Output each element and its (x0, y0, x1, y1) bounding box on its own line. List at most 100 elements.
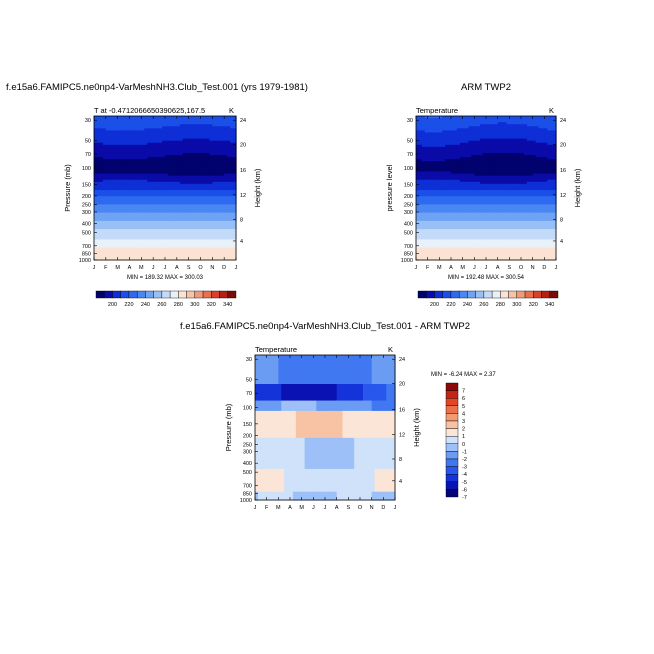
y-right-tick-label: 8 (240, 217, 243, 223)
y-tick-label: 30 (85, 118, 91, 124)
x-tick-label: A (128, 265, 132, 271)
colorbar-label: 300 (190, 302, 199, 308)
colorbar-label: -2 (462, 457, 467, 463)
colorbar-label: -3 (462, 465, 467, 471)
y-axis-label-right: Height (km) (573, 168, 582, 207)
x-tick-label: J (312, 505, 315, 511)
x-tick-label: J (394, 505, 397, 511)
colorbar-label: 0 (462, 442, 465, 448)
colorbar-label: -4 (462, 472, 467, 478)
y-right-tick-label: 20 (240, 142, 246, 148)
colorbar-swatch (445, 398, 459, 407)
y-right-tick-label: 16 (560, 168, 566, 174)
y-tick-label: 30 (407, 118, 413, 124)
y-tick-label: 850 (404, 252, 413, 258)
colorbar-swatch (445, 489, 459, 498)
y-tick-label: 700 (82, 244, 91, 250)
colorbar-swatch (549, 290, 559, 299)
y-right-tick-label: 24 (240, 118, 246, 124)
minmax-text: MIN = -6.24 MAX = 2.37 (431, 372, 496, 378)
y-tick-label: 100 (243, 406, 252, 412)
colorbar-swatch (145, 290, 154, 299)
y-axis-label-right: Height (km) (412, 408, 421, 447)
y-right-tick-label: 8 (560, 217, 563, 223)
colorbar-swatch (445, 474, 459, 483)
y-tick-label: 50 (246, 378, 252, 384)
x-tick-label: J (415, 265, 418, 271)
y-right-tick-label: 12 (560, 193, 566, 199)
minmax-text: MIN = 192.48 MAX = 300.54 (448, 275, 525, 281)
y-tick-label: 250 (243, 442, 252, 448)
colorbar-swatch (219, 290, 228, 299)
colorbar-label: 2 (462, 427, 465, 433)
x-tick-label: A (175, 265, 179, 271)
x-tick-label: O (519, 265, 524, 271)
colorbar-label: 340 (545, 302, 554, 308)
colorbar-swatch (491, 290, 501, 299)
panel-title: f.e15a6.FAMIPC5.ne0np4-VarMeshNH3.Club_T… (180, 321, 470, 332)
colorbar-label: 1 (462, 434, 465, 440)
colorbar-swatch (541, 290, 550, 299)
x-tick-label: J (93, 265, 96, 271)
y-right-tick-label: 4 (399, 479, 402, 485)
x-tick-label: M (437, 265, 442, 271)
y-right-tick-label: 12 (399, 432, 405, 438)
colorbar-label: 200 (430, 302, 439, 308)
x-tick-label: J (152, 265, 155, 271)
colorbar-swatch (445, 420, 459, 429)
colorbar: 200 220 240 260 280 300 320 340 (417, 290, 559, 308)
colorbar-swatch (161, 290, 171, 299)
y-tick-label: 500 (243, 470, 252, 476)
panel-2: ARM TWP2 Temperature K J F M A M J J A S O N D J 30 50 70 1… (385, 82, 582, 308)
panel-title: ARM TWP2 (461, 82, 511, 93)
colorbar-swatch (445, 458, 459, 467)
panel-units: K (549, 106, 554, 115)
colorbar-swatch (169, 290, 179, 299)
y-tick-label: 300 (404, 210, 413, 216)
colorbar-swatch (128, 290, 138, 299)
x-tick-label: J (164, 265, 167, 271)
x-tick-label: D (542, 265, 546, 271)
colorbar-label: -1 (462, 449, 467, 455)
y-tick-label: 100 (82, 166, 91, 172)
y-tick-label: 200 (82, 194, 91, 200)
y-tick-label: 150 (82, 182, 91, 188)
contour-field (255, 355, 396, 501)
colorbar-swatch (445, 405, 459, 414)
x-tick-label: N (210, 265, 214, 271)
colorbar-swatch (120, 290, 130, 299)
colorbar-label: 220 (446, 302, 455, 308)
contour-field (94, 116, 237, 261)
colorbar-swatch (426, 290, 435, 299)
colorbar-label: 300 (512, 302, 521, 308)
y-tick-label: 200 (243, 433, 252, 439)
x-tick-label: J (324, 505, 327, 511)
y-tick-label: 50 (407, 139, 413, 145)
colorbar-swatch (178, 290, 187, 299)
colorbar-swatch (445, 481, 459, 490)
colorbar-label: 7 (462, 389, 465, 395)
x-tick-label: A (335, 505, 339, 511)
x-tick-label: O (198, 265, 203, 271)
y-right-tick-label: 20 (560, 142, 566, 148)
panel-subtitle: T at -0.4712066650390625,167.5 (94, 106, 205, 115)
x-tick-label: J (235, 265, 238, 271)
y-axis-label: Pressure (mb) (224, 403, 233, 451)
colorbar-label: 4 (462, 411, 465, 417)
y-right-tick-label: 16 (240, 168, 246, 174)
x-tick-label: S (507, 265, 511, 271)
x-tick-label: N (531, 265, 535, 271)
y-tick-label: 100 (404, 166, 413, 172)
y-tick-label: 400 (404, 221, 413, 227)
colorbar-label: 280 (496, 302, 505, 308)
colorbar-swatch (475, 290, 485, 299)
colorbar-label: 340 (223, 302, 232, 308)
panel-subtitle: Temperature (416, 106, 458, 115)
x-tick-label: D (222, 265, 226, 271)
colorbar-label: 5 (462, 404, 465, 410)
x-tick-label: O (358, 505, 363, 511)
y-right-tick-label: 20 (399, 382, 405, 388)
colorbar-swatch (445, 413, 459, 422)
y-axis-label-right: Height (km) (253, 168, 262, 207)
y-axis-label: pressure level (385, 164, 394, 211)
